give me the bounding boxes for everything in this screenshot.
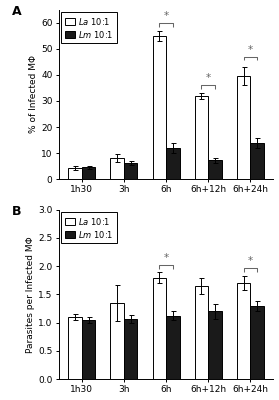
Text: *: * [248,45,253,55]
Bar [82,320,95,379]
Bar [195,96,208,179]
Bar [124,319,138,379]
Bar [124,163,138,179]
Bar [68,168,82,179]
Bar [166,148,180,179]
Bar [208,160,222,179]
Text: *: * [163,253,169,263]
Bar [153,278,166,379]
Bar [153,36,166,179]
Bar [82,168,95,179]
Bar [166,316,180,379]
Y-axis label: % of Infected MΦ: % of Infected MΦ [29,56,38,134]
Text: A: A [11,5,21,18]
Bar [237,76,250,179]
Text: *: * [206,73,211,83]
Text: *: * [248,256,253,266]
Bar [195,286,208,379]
Bar [110,158,124,179]
Bar [208,312,222,379]
Text: B: B [11,205,21,218]
Y-axis label: Parasites per Infected MΦ: Parasites per Infected MΦ [26,236,35,353]
Legend: $\it{La}$ 10:1, $\it{Lm}$ 10:1: $\it{La}$ 10:1, $\it{Lm}$ 10:1 [61,12,117,43]
Bar [110,303,124,379]
Bar [250,143,264,179]
Bar [68,317,82,379]
Bar [237,283,250,379]
Legend: $\it{La}$ 10:1, $\it{Lm}$ 10:1: $\it{La}$ 10:1, $\it{Lm}$ 10:1 [61,212,117,243]
Text: *: * [163,11,169,21]
Bar [250,306,264,379]
